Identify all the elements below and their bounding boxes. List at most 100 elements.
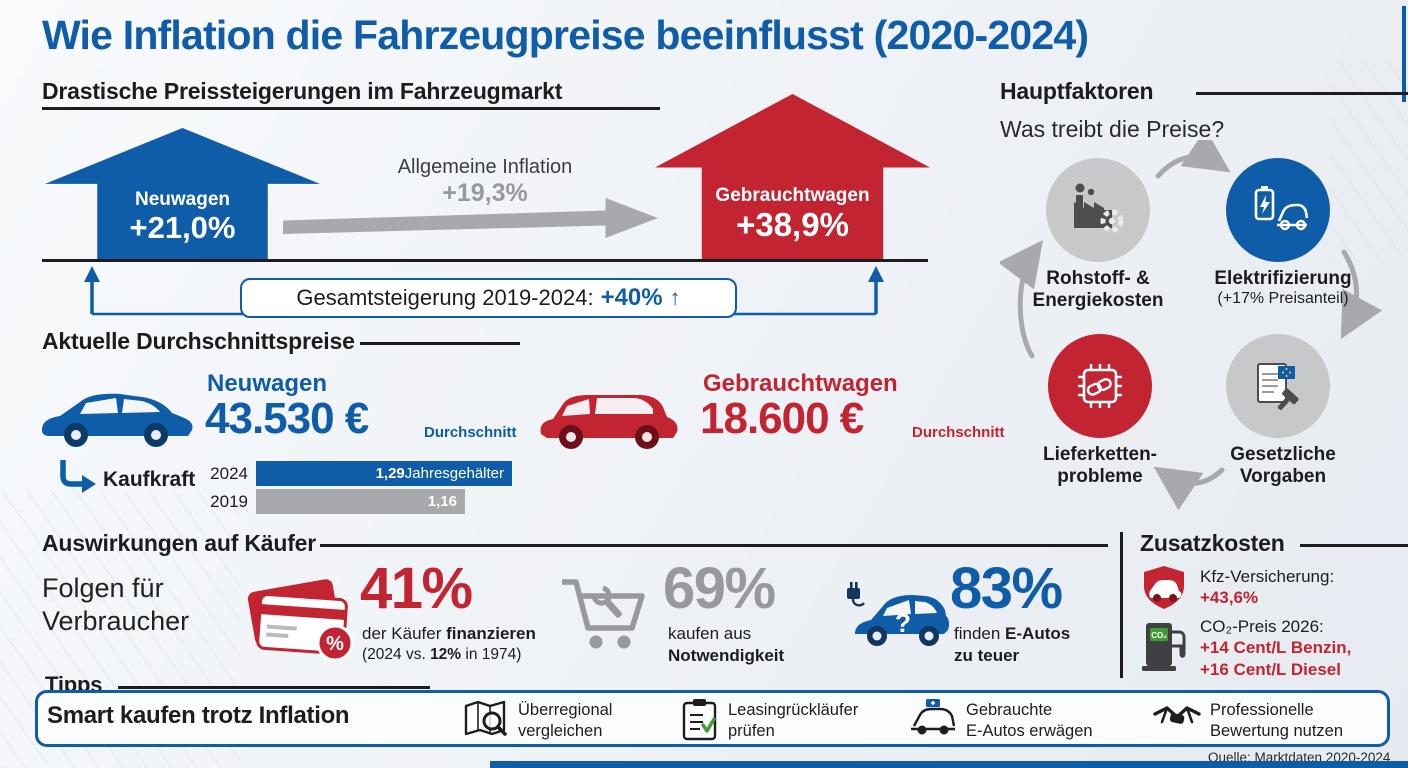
- stat-financing-value: 41%: [360, 556, 473, 621]
- used-car-arrow: Gebrauchtwagen +38,9%: [655, 94, 930, 261]
- new-car-arrow-label: Neuwagen: [134, 189, 231, 210]
- factor-law-line2: Vorgaben: [1239, 465, 1327, 487]
- impact-intro-line2: Verbraucher: [42, 605, 190, 636]
- bar-year-2024: 2024: [210, 464, 248, 483]
- factor-law-circle: [1226, 334, 1330, 438]
- caption-bold: 12%: [430, 646, 462, 663]
- co2-icon-label: CO₂: [1151, 631, 1167, 640]
- heading-rule: [42, 107, 660, 110]
- section-divider: [1120, 532, 1123, 678]
- caption-text: kaufen aus: [668, 624, 752, 643]
- factor-law-label: Gesetzliche Vorgaben: [1198, 444, 1368, 488]
- prices-heading: Aktuelle Durchschnittspreise: [42, 328, 355, 354]
- stat-financing-caption2: (2024 vs. 12% in 1974): [362, 646, 521, 665]
- factory-icon: [1074, 183, 1124, 233]
- caption-bold: Notwendigkeit: [668, 646, 785, 665]
- bar-year-2019: 2019: [210, 492, 248, 511]
- caption-text: in 1974): [461, 646, 522, 663]
- stat-necessity-caption: kaufen aus: [668, 624, 751, 645]
- factor-ev-line2: (+17% Preisanteil): [1217, 289, 1349, 307]
- law-document-icon: [1257, 363, 1299, 411]
- factor-ev-label: Elektrifizierung (+17% Preisanteil): [1198, 268, 1368, 308]
- purchasing-power-label: Kaufkraft: [103, 468, 196, 491]
- heading-rule: [1300, 544, 1408, 547]
- extra-costs-heading: Zusatzkosten: [1140, 530, 1285, 556]
- ev-question-car-icon: ?: [847, 582, 950, 646]
- new-car-arrow-value: +21,0%: [129, 209, 236, 245]
- percent-badge: %: [326, 633, 344, 655]
- heading-rule: [1196, 92, 1408, 95]
- heading-rule: [320, 544, 1108, 547]
- stat-evprice-caption: finden E-Autos: [954, 624, 1070, 645]
- insurance-shield-icon: [1144, 566, 1184, 609]
- baseline-rule: [42, 259, 928, 262]
- tips-heading: Smart kaufen trotz Inflation: [47, 702, 350, 729]
- market-heading: Drastische Preissteigerungen im Fahrzeug…: [42, 78, 563, 104]
- page-title: Wie Inflation die Fahrzeugpreise beeinfl…: [42, 12, 1089, 58]
- factor-supply-circle: [1048, 334, 1152, 438]
- impact-heading: Auswirkungen auf Käufer: [42, 530, 316, 556]
- factor-energy-line1: Rohstoff- &: [1046, 268, 1150, 289]
- insurance-value: +43,6%: [1200, 588, 1259, 608]
- fuel-pump-icon: CO₂: [1142, 623, 1186, 671]
- ev-battery-car-icon: [1254, 186, 1308, 231]
- factor-ev-circle: [1226, 158, 1330, 262]
- bottom-accent-bar: [490, 761, 1408, 768]
- tip-4: Professionelle Bewertung nutzen: [1210, 700, 1343, 741]
- bar-2019: 1,16: [256, 489, 465, 514]
- clipboard-check-icon: [682, 699, 717, 741]
- inflation-label-text: Allgemeine Inflation: [397, 156, 573, 178]
- factor-cycle-arrows: [1000, 140, 1383, 511]
- caption-text: (2024 vs.: [362, 646, 431, 663]
- insurance-label: Kfz-Versicherung:: [1200, 567, 1335, 586]
- used-car-price-value: 18.600 €: [700, 394, 864, 443]
- used-car-arrow-label: Gebrauchtwagen: [715, 185, 870, 206]
- factors-question: Was treibt die Preise?: [1000, 116, 1225, 142]
- total-increase-box: Gesamtsteigerung 2019-2024: +40% ↑: [240, 278, 737, 318]
- bar-2019-value: 1,16: [427, 493, 457, 510]
- factor-energy-circle: [1046, 158, 1150, 262]
- used-car-arrow-value: +38,9%: [736, 205, 849, 243]
- inflation-label: Allgemeine Inflation +19,3%: [365, 156, 605, 208]
- heading-rule: [360, 342, 520, 345]
- co2-value1: +14 Cent/L Benzin,: [1200, 638, 1352, 658]
- used-car-icon: [540, 395, 678, 449]
- chip-chain-icon: [1078, 364, 1122, 408]
- tip-4-line1: Professionelle: [1210, 701, 1314, 719]
- impact-intro: Folgen für Verbraucher: [42, 572, 189, 638]
- factor-energy-label: Rohstoff- & Energiekosten: [1013, 268, 1183, 312]
- new-car-arrow: Neuwagen +21,0%: [45, 128, 320, 261]
- used-ev-icon: [911, 699, 956, 735]
- map-search-icon: [464, 700, 507, 736]
- factor-law-line1: Gesetzliche: [1230, 444, 1336, 465]
- question-badge: ?: [895, 608, 911, 638]
- tip-3-line1: Gebrauchte: [966, 701, 1053, 719]
- accent-bar: [1402, 6, 1406, 102]
- inflation-value: +19,3%: [442, 179, 528, 207]
- used-car-price-note: Durchschnitt: [912, 424, 1005, 441]
- stat-evprice-value: 83%: [950, 556, 1063, 621]
- tip-1-line1: Überregional: [518, 701, 613, 719]
- caption-bold: finanzieren: [446, 624, 536, 643]
- factor-ev-line1: Elektrifizierung: [1214, 268, 1352, 289]
- corner-arrow-icon: [60, 460, 96, 493]
- tip-4-line2: Bewertung nutzen: [1210, 721, 1344, 740]
- new-car-price-label: Neuwagen: [207, 370, 328, 397]
- tip-2: Leasingrückläufer prüfen: [728, 700, 858, 741]
- total-increase-label: Gesamtsteigerung 2019-2024:: [296, 285, 594, 310]
- up-arrow-icon: ↑: [669, 285, 681, 310]
- bar-2024-value: 1,29: [375, 465, 405, 482]
- factor-supply-line2: probleme: [1057, 465, 1143, 487]
- co2-item: CO₂-Preis 2026: +14 Cent/L Benzin, +16 C…: [1200, 616, 1351, 680]
- co2-value2: +16 Cent/L Diesel: [1200, 659, 1341, 679]
- used-car-price-label: Gebrauchtwagen: [703, 370, 898, 397]
- caption-text: finden: [954, 624, 1006, 643]
- caption-bold: zu teuer: [954, 646, 1020, 665]
- factors-heading: Hauptfaktoren: [1000, 78, 1154, 104]
- caption-text: der Käufer: [362, 624, 447, 643]
- bar-2024-suffix: Jahresgehälter: [404, 465, 504, 482]
- stat-necessity-caption2: Notwendigkeit: [668, 646, 784, 667]
- new-car-icon: [42, 393, 193, 447]
- new-car-price-value: 43.530 €: [205, 394, 369, 443]
